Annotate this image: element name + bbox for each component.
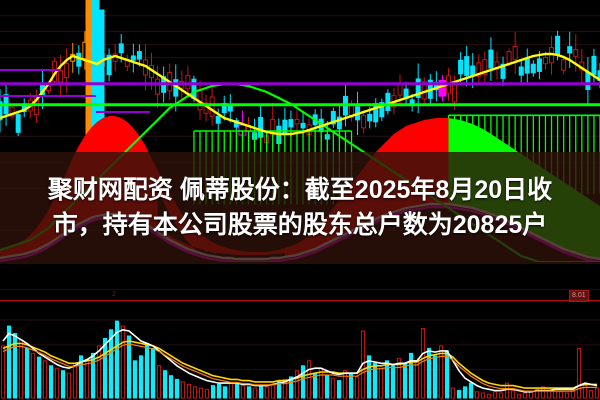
- volume-bar-series: [0, 320, 600, 399]
- volume-chart-svg: [0, 289, 600, 399]
- ma-yellow-line: [0, 52, 600, 136]
- volume-ma-short-line: [2, 328, 598, 393]
- volume-ma-long-line: [2, 340, 597, 389]
- caption-overlay: 聚财网配资 佩蒂股份：截至2025年8月20日收 市，持有本公司股票的股东总户数…: [0, 152, 600, 264]
- caption-line-2: 市，持有本公司股票的股东总户数为20825户: [52, 211, 548, 239]
- volume-chart-panel[interactable]: [0, 262, 600, 400]
- volume-mid-marker: 2: [112, 291, 116, 298]
- caption-line-1: 聚财网配资 佩蒂股份：截至2025年8月20日收: [47, 175, 553, 204]
- volume-ma-mid-line: [2, 343, 597, 392]
- volume-right-price-tag[interactable]: 8.01: [569, 290, 589, 302]
